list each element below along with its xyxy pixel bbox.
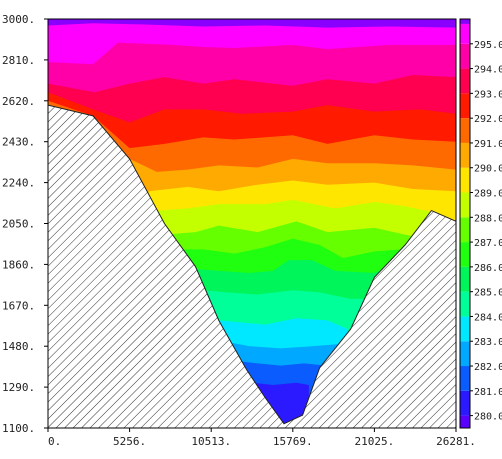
colorbar-tick-label: 295.0 [474, 40, 502, 51]
x-tick-label: 10513. [191, 435, 231, 448]
colorbar-tick-label: 291.0 [474, 139, 502, 150]
colorbar-tick-label: 284.0 [474, 312, 502, 323]
colorbar-swatch [460, 217, 470, 243]
y-axis: 3000. 2810. 2620. 2430. 2240. 2050. 1860. 1670.… [2, 13, 48, 435]
colorbar-swatch [460, 192, 470, 218]
colorbar-tick-label: 285.0 [474, 288, 502, 299]
colorbar-swatch [460, 167, 470, 193]
colorbar-swatch [460, 366, 470, 391]
y-tick-label: 2620. [2, 95, 35, 108]
colorbar-swatch [460, 19, 470, 24]
colorbar-swatch [460, 341, 470, 367]
colorbar-tick-label: 288.0 [474, 213, 502, 224]
y-tick-label: 1480. [2, 340, 35, 353]
colorbar-tick-label: 287.0 [474, 238, 502, 249]
colorbar-swatch [460, 291, 470, 317]
colorbar-swatch [460, 142, 470, 168]
colorbar-swatch [460, 316, 470, 342]
colorbar-tick-label: 281.0 [474, 387, 502, 398]
x-tick-label: 26281. [436, 435, 476, 448]
y-tick-label: 2240. [2, 177, 35, 190]
x-tick-label: 0. [48, 435, 61, 448]
colorbar-tick-label: 282.0 [474, 362, 502, 373]
y-tick-label: 1100. [2, 422, 35, 435]
colorbar-tick-label: 290.0 [474, 164, 502, 175]
y-tick-label: 2050. [2, 218, 35, 231]
y-tick-label: 2430. [2, 136, 35, 149]
colorbar-swatch [460, 118, 470, 143]
colorbar-frame [459, 18, 471, 429]
colorbar-swatch [460, 43, 470, 69]
x-tick-label: 15769. [273, 435, 313, 448]
colorbar: 280.0 281.0 282.0 283.0 284.0 285.0 286.0 287.0… [459, 18, 502, 429]
terrain-mask [48, 104, 456, 428]
plot-area [48, 19, 456, 428]
colorbar-swatch [460, 266, 470, 292]
colorbar-swatch [460, 23, 470, 44]
x-tick-label: 21025. [355, 435, 395, 448]
colorbar-tick-label: 286.0 [474, 263, 502, 274]
colorbar-tick-label: 280.0 [474, 412, 502, 423]
y-tick-label: 1290. [2, 381, 35, 394]
colorbar-tick-label: 283.0 [474, 337, 502, 348]
y-tick-label: 1860. [2, 258, 35, 271]
colorbar-swatch [460, 68, 470, 94]
x-tick-label: 5256. [113, 435, 146, 448]
x-axis: 0. 5256. 10513. 15769. 21025. 26281. [47, 428, 476, 448]
y-tick-label: 3000. [2, 13, 35, 26]
colorbar-tick-label: 293.0 [474, 89, 502, 100]
colorbar-swatch [460, 415, 470, 428]
colorbar-swatch [460, 390, 470, 416]
y-tick-label: 2810. [2, 54, 35, 67]
colorbar-tick-label: 294.0 [474, 65, 502, 76]
y-tick-label: 1670. [2, 299, 35, 312]
colorbar-swatch [460, 93, 470, 119]
colorbar-swatch [460, 242, 470, 267]
colorbar-tick-label: 292.0 [474, 114, 502, 125]
colorbar-tick-label: 289.0 [474, 189, 502, 200]
